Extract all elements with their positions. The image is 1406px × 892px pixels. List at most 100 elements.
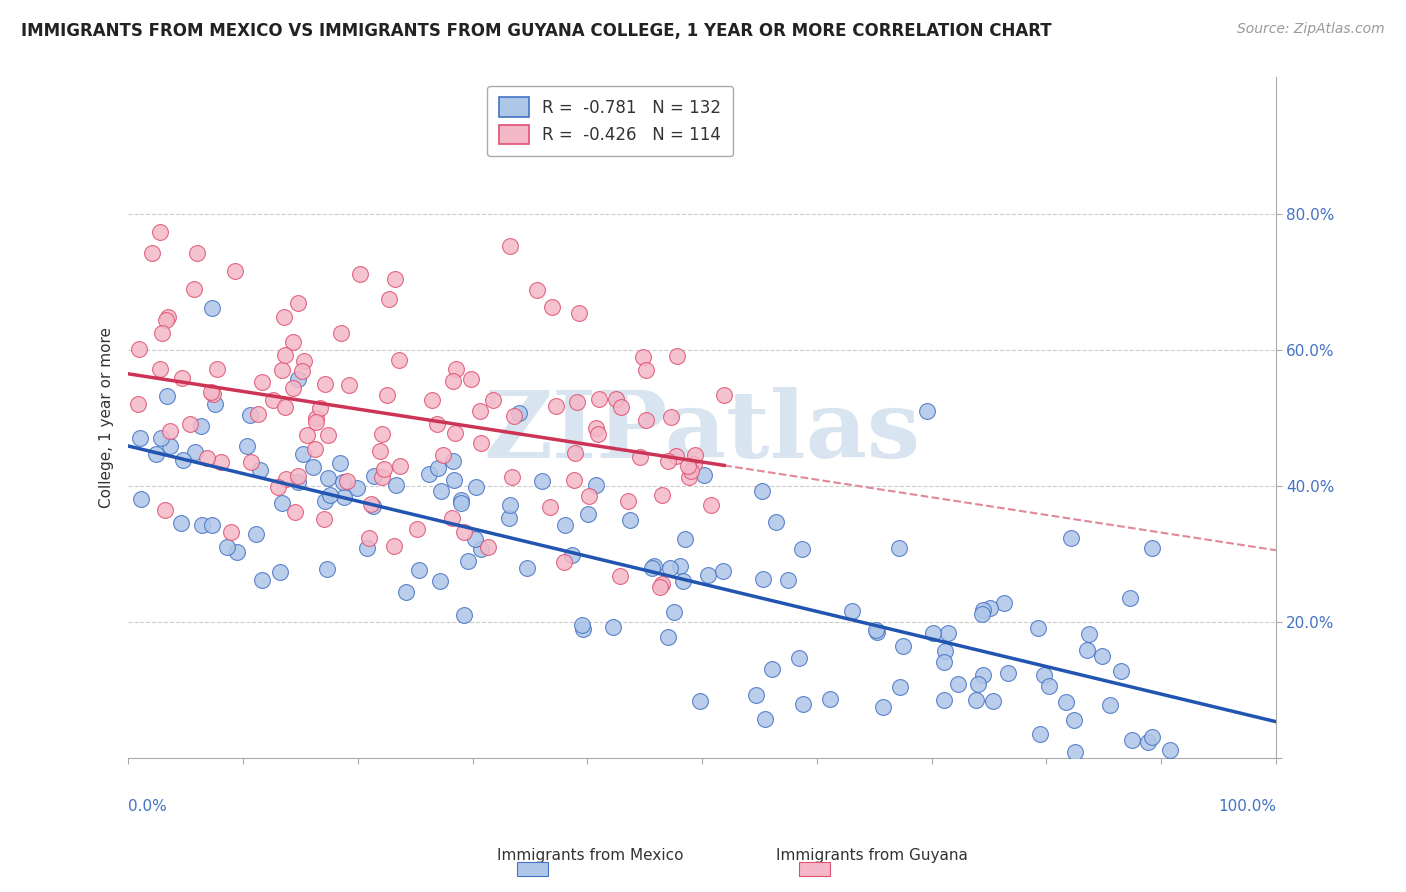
Point bbox=[932, 692, 955, 706]
Point bbox=[215, 540, 238, 554]
Point bbox=[314, 493, 336, 508]
Point bbox=[936, 626, 959, 640]
Point bbox=[273, 401, 295, 415]
Point bbox=[395, 585, 418, 599]
Point bbox=[349, 267, 371, 281]
Point bbox=[384, 272, 406, 286]
Point bbox=[678, 469, 700, 483]
Point bbox=[778, 574, 800, 588]
Point bbox=[508, 406, 530, 420]
Point bbox=[659, 561, 682, 575]
Point bbox=[157, 310, 180, 324]
Point bbox=[281, 335, 304, 350]
Point bbox=[408, 564, 430, 578]
Point bbox=[443, 426, 465, 441]
Point bbox=[292, 447, 315, 461]
Point bbox=[329, 456, 352, 470]
Point bbox=[450, 492, 472, 507]
Point bbox=[585, 477, 607, 491]
Point bbox=[1136, 735, 1159, 749]
Point bbox=[585, 421, 607, 435]
Legend: R =  -0.781   N = 132, R =  -0.426   N = 114: R = -0.781 N = 132, R = -0.426 N = 114 bbox=[488, 86, 733, 156]
Point bbox=[236, 439, 259, 453]
Point bbox=[427, 461, 450, 475]
Point bbox=[250, 376, 273, 390]
Point bbox=[190, 419, 212, 434]
Point bbox=[948, 677, 970, 691]
Point bbox=[605, 392, 627, 406]
Point bbox=[460, 372, 482, 386]
Point bbox=[502, 409, 524, 424]
Point bbox=[156, 389, 179, 403]
Point bbox=[617, 494, 640, 508]
Point bbox=[544, 400, 567, 414]
Point bbox=[329, 326, 352, 341]
Point bbox=[561, 548, 583, 562]
Point bbox=[1060, 531, 1083, 545]
Point bbox=[1091, 648, 1114, 663]
Point bbox=[932, 656, 955, 670]
Point bbox=[578, 489, 600, 503]
Point bbox=[866, 625, 889, 640]
Point bbox=[643, 559, 665, 574]
Point bbox=[375, 388, 398, 402]
Point bbox=[145, 448, 167, 462]
Text: Source: ZipAtlas.com: Source: ZipAtlas.com bbox=[1237, 22, 1385, 37]
Point bbox=[305, 411, 328, 425]
Point bbox=[295, 428, 318, 442]
Point bbox=[761, 662, 783, 676]
Point bbox=[262, 392, 284, 407]
Point bbox=[179, 417, 201, 432]
Point bbox=[891, 640, 914, 654]
Point bbox=[202, 386, 225, 401]
Point bbox=[470, 542, 492, 557]
Point bbox=[153, 503, 176, 517]
Point bbox=[159, 424, 181, 438]
Point bbox=[305, 415, 328, 429]
Point bbox=[224, 264, 246, 278]
Point bbox=[274, 348, 297, 362]
Point bbox=[683, 448, 706, 462]
Point bbox=[204, 397, 226, 411]
Point bbox=[315, 562, 337, 576]
Text: Immigrants from Guyana: Immigrants from Guyana bbox=[776, 848, 967, 863]
Point bbox=[309, 401, 332, 416]
Point bbox=[276, 472, 298, 486]
Point bbox=[429, 483, 451, 498]
Point bbox=[765, 515, 787, 529]
Point bbox=[665, 349, 688, 363]
Point bbox=[314, 512, 336, 526]
Point bbox=[159, 439, 181, 453]
Point bbox=[602, 620, 624, 634]
Point bbox=[302, 460, 325, 475]
Point bbox=[657, 630, 679, 644]
Point bbox=[316, 471, 339, 485]
Point bbox=[183, 282, 205, 296]
Point bbox=[450, 495, 472, 509]
Point bbox=[201, 301, 224, 315]
Point bbox=[693, 468, 716, 483]
Point bbox=[972, 603, 994, 617]
Point bbox=[499, 498, 522, 512]
Point bbox=[571, 618, 593, 632]
Text: IMMIGRANTS FROM MEXICO VS IMMIGRANTS FROM GUYANA COLLEGE, 1 YEAR OR MORE CORRELA: IMMIGRANTS FROM MEXICO VS IMMIGRANTS FRO… bbox=[21, 22, 1052, 40]
Point bbox=[889, 680, 911, 694]
Point bbox=[332, 490, 354, 504]
Point bbox=[673, 533, 696, 547]
Text: 0.0%: 0.0% bbox=[128, 799, 167, 814]
Point bbox=[711, 564, 734, 578]
Point bbox=[538, 500, 561, 515]
Point bbox=[541, 300, 564, 314]
Point bbox=[186, 245, 208, 260]
Point bbox=[420, 392, 443, 407]
Point bbox=[751, 483, 773, 498]
Point bbox=[432, 448, 454, 462]
Point bbox=[636, 413, 658, 427]
Point bbox=[245, 526, 267, 541]
Point bbox=[609, 569, 631, 583]
Point bbox=[284, 505, 307, 519]
Point bbox=[818, 691, 841, 706]
Point bbox=[316, 428, 339, 442]
Point bbox=[336, 475, 359, 489]
Point bbox=[651, 488, 673, 502]
